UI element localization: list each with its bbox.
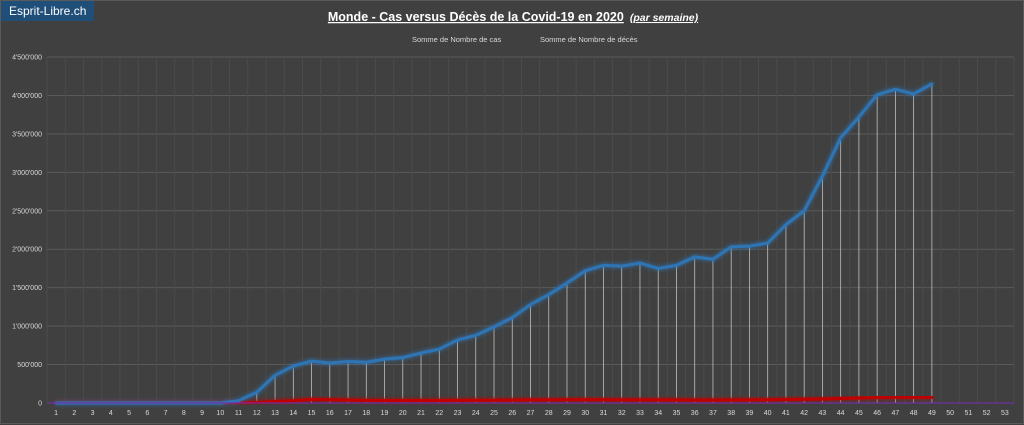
x-tick-label: 40 [764,410,772,417]
x-tick-label: 34 [654,410,662,417]
chart-title-main: Monde - Cas versus Décès de la Covid-19 … [328,10,624,24]
x-tick-label: 17 [344,410,352,417]
x-tick-label: 22 [435,410,443,417]
y-tick-label: 4'000'000 [12,93,42,100]
x-tick-label: 20 [399,410,407,417]
x-tick-label: 9 [200,410,204,417]
x-tick-label: 49 [928,410,936,417]
x-tick-label: 16 [326,410,334,417]
x-tick-label: 1 [54,410,58,417]
y-tick-label: 1'500'000 [12,285,42,292]
x-tick-label: 44 [837,410,845,417]
legend-label: Somme de Nombre de décès [540,35,638,44]
x-tick-label: 4 [109,410,113,417]
x-tick-label: 45 [855,410,863,417]
x-tick-label: 39 [746,410,754,417]
x-tick-label: 11 [235,410,242,417]
x-tick-label: 24 [472,410,480,417]
x-tick-label: 25 [490,410,498,417]
x-tick-label: 30 [581,410,589,417]
x-tick-label: 15 [308,410,316,417]
x-tick-label: 35 [673,410,681,417]
x-tick-label: 6 [145,410,149,417]
x-tick-label: 47 [892,410,900,417]
x-tick-label: 42 [800,410,808,417]
chart-subtitle: (par semaine) [630,12,699,24]
y-tick-label: 2'500'000 [12,208,42,215]
x-tick-label: 36 [691,410,699,417]
legend-label: Somme de Nombre de cas [412,35,501,44]
x-tick-label: 27 [527,410,535,417]
x-tick-label: 7 [164,410,168,417]
y-tick-label: 3'500'000 [12,131,42,138]
x-tick-label: 2 [72,410,76,417]
x-tick-label: 5 [127,410,131,417]
x-tick-label: 26 [508,410,516,417]
x-tick-label: 50 [946,410,954,417]
x-tick-label: 41 [782,410,790,417]
x-tick-label: 29 [563,410,571,417]
x-tick-label: 33 [636,410,644,417]
x-tick-label: 31 [600,410,608,417]
x-tick-label: 37 [709,410,717,417]
x-tick-label: 23 [454,410,462,417]
x-tick-label: 19 [381,410,389,417]
y-tick-label: 3'000'000 [12,170,42,177]
x-tick-label: 21 [417,410,425,417]
x-tick-label: 13 [271,410,279,417]
x-tick-label: 32 [618,410,626,417]
x-tick-label: 52 [983,410,991,417]
x-tick-label: 51 [964,410,972,417]
y-tick-label: 1'000'000 [12,324,42,331]
y-tick-label: 0 [38,401,42,408]
x-tick-label: 12 [253,410,261,417]
brand-logo: Esprit-Libre.ch [1,1,95,21]
x-tick-label: 10 [216,410,224,417]
x-tick-label: 48 [910,410,918,417]
x-tick-label: 53 [1001,410,1009,417]
x-tick-label: 43 [819,410,827,417]
x-tick-label: 18 [362,410,370,417]
x-tick-label: 8 [182,410,186,417]
x-tick-label: 46 [873,410,881,417]
y-tick-label: 4'500'000 [12,55,42,62]
x-tick-label: 3 [91,410,95,417]
y-tick-label: 2'000'000 [12,247,42,254]
x-tick-label: 14 [289,410,297,417]
x-tick-label: 38 [727,410,735,417]
chart-title: Monde - Cas versus Décès de la Covid-19 … [328,10,699,24]
y-tick-label: 500'000 [17,362,42,369]
x-tick-label: 28 [545,410,553,417]
